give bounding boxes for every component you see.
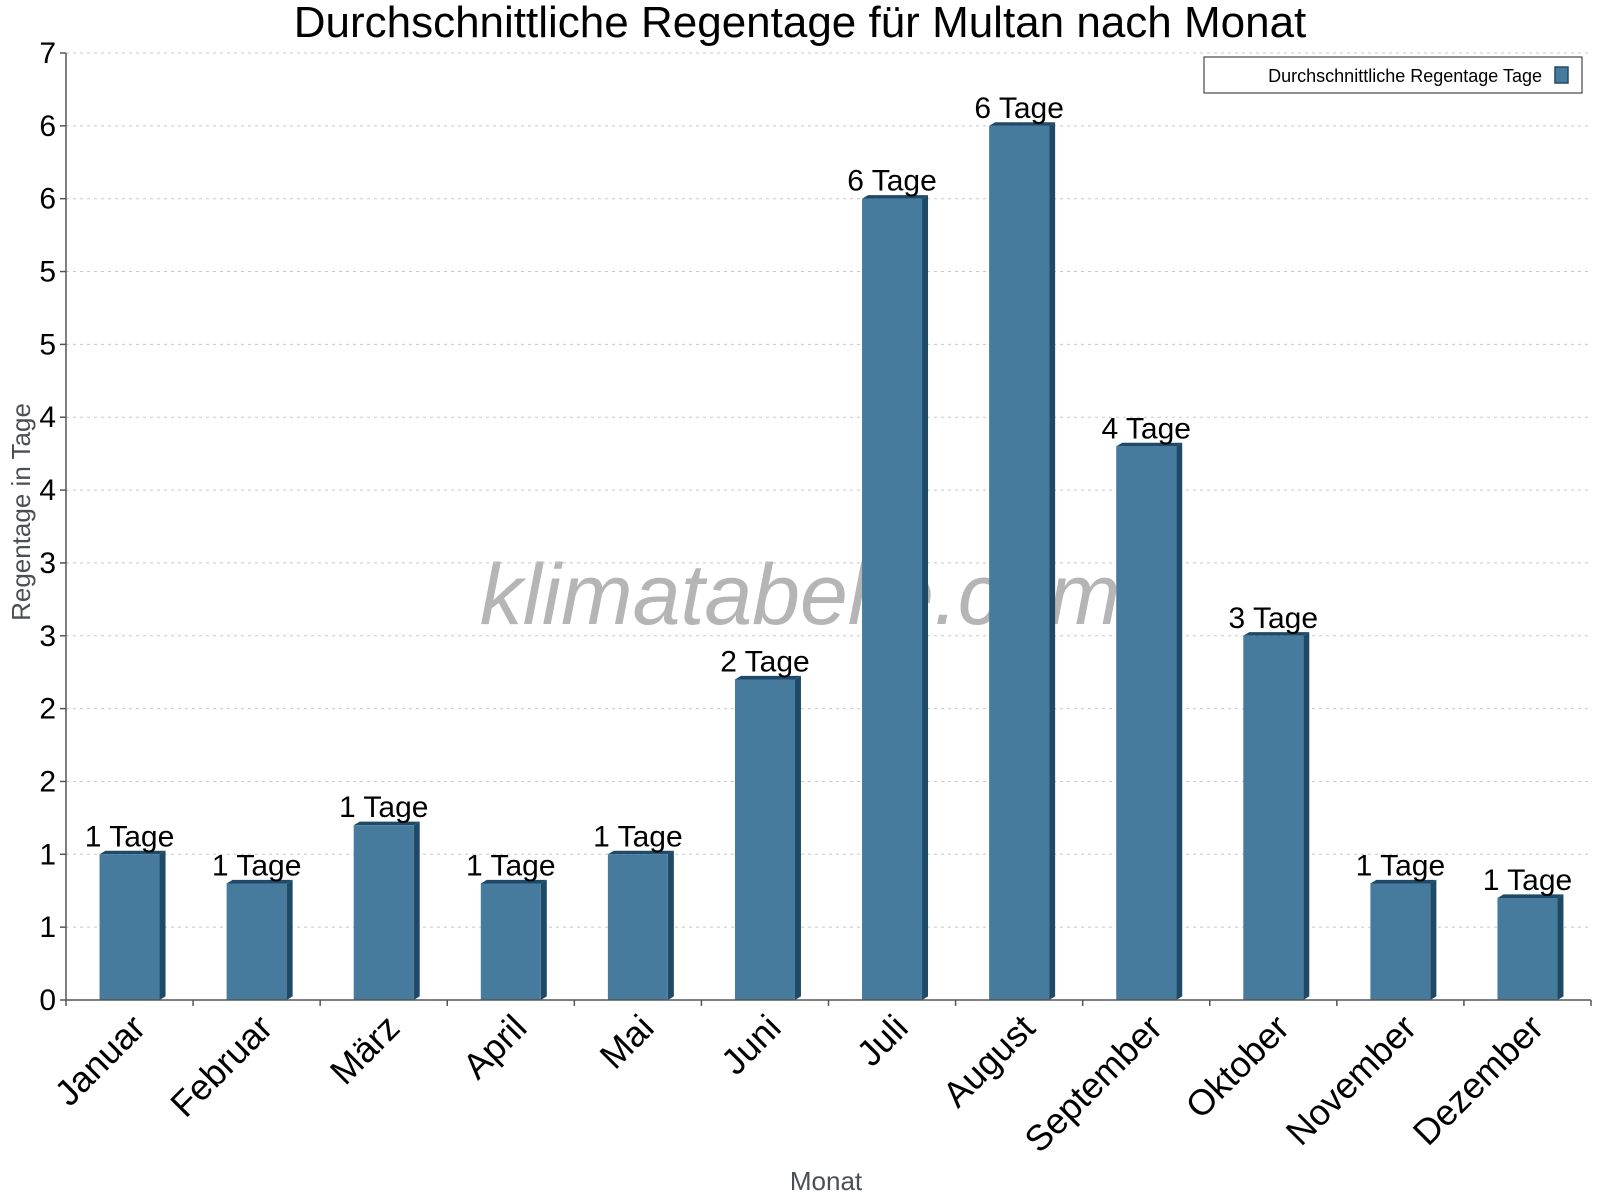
bar-front: [480, 883, 541, 1000]
bar-front: [1370, 883, 1431, 1000]
bar-side: [1176, 442, 1183, 1000]
bar-front: [226, 883, 287, 1000]
data-label: 3 Tage: [1229, 602, 1319, 635]
bar-februar: [226, 879, 293, 1000]
bar-front: [1116, 446, 1177, 1000]
bar-side: [794, 675, 801, 1000]
bar-top: [989, 122, 1056, 126]
bar-front: [734, 679, 795, 1000]
x-tick-label: November: [1278, 1007, 1424, 1153]
y-tick-label: 1: [39, 911, 56, 944]
data-label: 2 Tage: [720, 645, 810, 678]
bar-side: [1430, 879, 1437, 1000]
data-label: 1 Tage: [85, 820, 175, 853]
y-tick-label: 0: [39, 984, 56, 1017]
data-label: 1 Tage: [466, 849, 556, 882]
x-tick-label: Dezember: [1405, 1007, 1551, 1153]
data-label: 1 Tage: [212, 849, 302, 882]
data-label: 1 Tage: [593, 820, 683, 853]
bar-september: [1116, 442, 1183, 1000]
y-tick-label: 4: [39, 401, 56, 434]
y-axis-label: Regentage in Tage: [6, 403, 36, 621]
bar-side: [1049, 122, 1056, 1000]
y-tick-label: 6: [39, 110, 56, 143]
data-label: 1 Tage: [339, 791, 429, 824]
y-tick-label: 5: [39, 328, 56, 361]
data-label: 6 Tage: [974, 92, 1064, 125]
legend-label: Durchschnittliche Regentage Tage: [1268, 66, 1542, 86]
bar-side: [159, 850, 166, 1000]
bar-top: [353, 821, 420, 826]
bar-front: [353, 825, 414, 1000]
bar-april: [480, 879, 547, 1000]
bar-front: [1497, 898, 1558, 1000]
x-tick-label: Juni: [713, 1007, 789, 1083]
bar-side: [1303, 632, 1310, 1000]
bar-front: [989, 125, 1050, 1001]
gridlines: [66, 52, 1591, 928]
bar-side: [922, 195, 929, 1001]
bar-november: [1370, 879, 1437, 1000]
x-tick-label: September: [1016, 1007, 1170, 1161]
y-tick-label: 5: [39, 256, 56, 289]
bar-top: [1243, 632, 1310, 636]
bar-top: [226, 879, 293, 884]
x-tick-label: April: [455, 1007, 535, 1087]
y-tick-label: 3: [39, 620, 56, 653]
data-label: 6 Tage: [847, 165, 937, 198]
x-tick-label: August: [935, 1007, 1043, 1115]
bar-side: [667, 850, 674, 1000]
y-tick-label: 1: [39, 838, 56, 871]
bar-side: [540, 879, 547, 1000]
data-label: 1 Tage: [1356, 849, 1446, 882]
bar-juli: [862, 195, 929, 1001]
bar-front: [862, 198, 923, 1000]
x-tick-label: Juli: [849, 1007, 916, 1074]
bar-top: [480, 879, 547, 884]
legend: Durchschnittliche Regentage Tage: [1203, 56, 1583, 94]
bar-front: [1243, 635, 1304, 1000]
bar-front: [607, 854, 668, 1000]
bar-top: [607, 850, 674, 855]
y-tick-label: 2: [39, 693, 56, 726]
bar-august: [989, 122, 1056, 1001]
bar-top: [1116, 442, 1183, 447]
data-label: 4 Tage: [1101, 412, 1191, 445]
x-tick-label: Oktober: [1177, 1007, 1297, 1127]
bar-side: [1557, 894, 1564, 1000]
bar-märz: [353, 821, 420, 1000]
bar-oktober: [1243, 632, 1310, 1000]
bar-dezember: [1497, 894, 1564, 1000]
bar-juni: [734, 675, 801, 1000]
bar-mai: [607, 850, 674, 1000]
bar-side: [413, 821, 420, 1000]
chart-title: Durchschnittliche Regentage für Multan n…: [294, 0, 1307, 47]
y-tick-label: 3: [39, 547, 56, 580]
bar-front: [99, 854, 160, 1000]
bar-januar: [99, 850, 166, 1000]
y-tick-label: 4: [39, 474, 56, 507]
x-tick-label: Mai: [592, 1007, 662, 1077]
x-tick-label: Februar: [162, 1007, 280, 1125]
y-tick-label: 7: [39, 37, 56, 70]
y-tick-label: 2: [39, 765, 56, 798]
legend-swatch: [1554, 66, 1569, 84]
bar-top: [734, 675, 801, 680]
x-tick-label: März: [322, 1007, 408, 1093]
bar-top: [99, 850, 166, 855]
y-tick-label: 6: [39, 183, 56, 216]
legend-box: [1203, 56, 1583, 94]
x-tick-label: Januar: [46, 1007, 153, 1114]
bar-top: [1497, 894, 1564, 899]
bars: 1 Tage 1 Tage 1 Tage 1 Tage 1 Tage 2 Tage 6 Ta…: [85, 92, 1573, 1001]
bar-top: [862, 195, 929, 199]
bar-top: [1370, 879, 1437, 884]
data-label: 1 Tage: [1483, 864, 1573, 897]
x-axis-label: Monat: [790, 1166, 863, 1196]
bar-side: [286, 879, 293, 1000]
